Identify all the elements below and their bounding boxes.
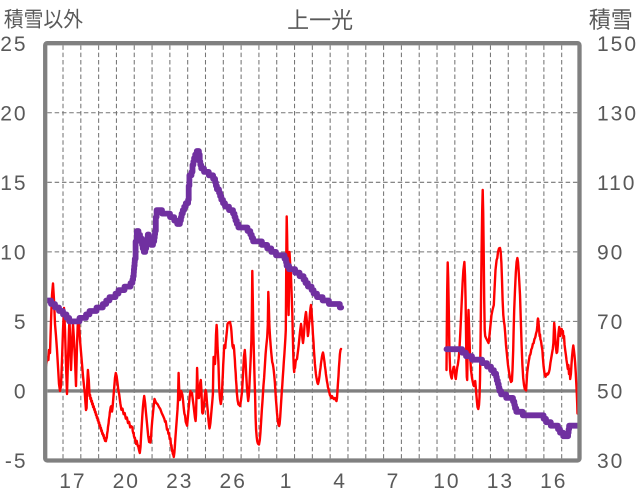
svg-text:50: 50 xyxy=(597,381,624,404)
svg-text:25: 25 xyxy=(0,33,27,56)
svg-text:30: 30 xyxy=(597,450,624,473)
svg-text:0: 0 xyxy=(14,381,28,404)
svg-text:16: 16 xyxy=(540,470,567,493)
svg-text:23: 23 xyxy=(166,470,193,493)
svg-text:15: 15 xyxy=(0,172,27,195)
svg-text:5: 5 xyxy=(14,311,28,334)
svg-text:150: 150 xyxy=(597,33,636,56)
svg-text:10: 10 xyxy=(433,470,460,493)
svg-text:70: 70 xyxy=(597,311,624,334)
svg-text:1: 1 xyxy=(280,470,294,493)
svg-text:7: 7 xyxy=(387,470,401,493)
svg-text:20: 20 xyxy=(113,470,140,493)
svg-text:90: 90 xyxy=(597,242,624,265)
svg-text:130: 130 xyxy=(597,102,636,125)
svg-text:20: 20 xyxy=(0,102,27,125)
svg-text:4: 4 xyxy=(333,470,347,493)
svg-text:13: 13 xyxy=(487,470,514,493)
svg-text:17: 17 xyxy=(59,470,86,493)
svg-text:-5: -5 xyxy=(5,450,28,473)
svg-text:110: 110 xyxy=(597,172,636,195)
svg-text:26: 26 xyxy=(220,470,247,493)
svg-text:10: 10 xyxy=(0,242,27,265)
